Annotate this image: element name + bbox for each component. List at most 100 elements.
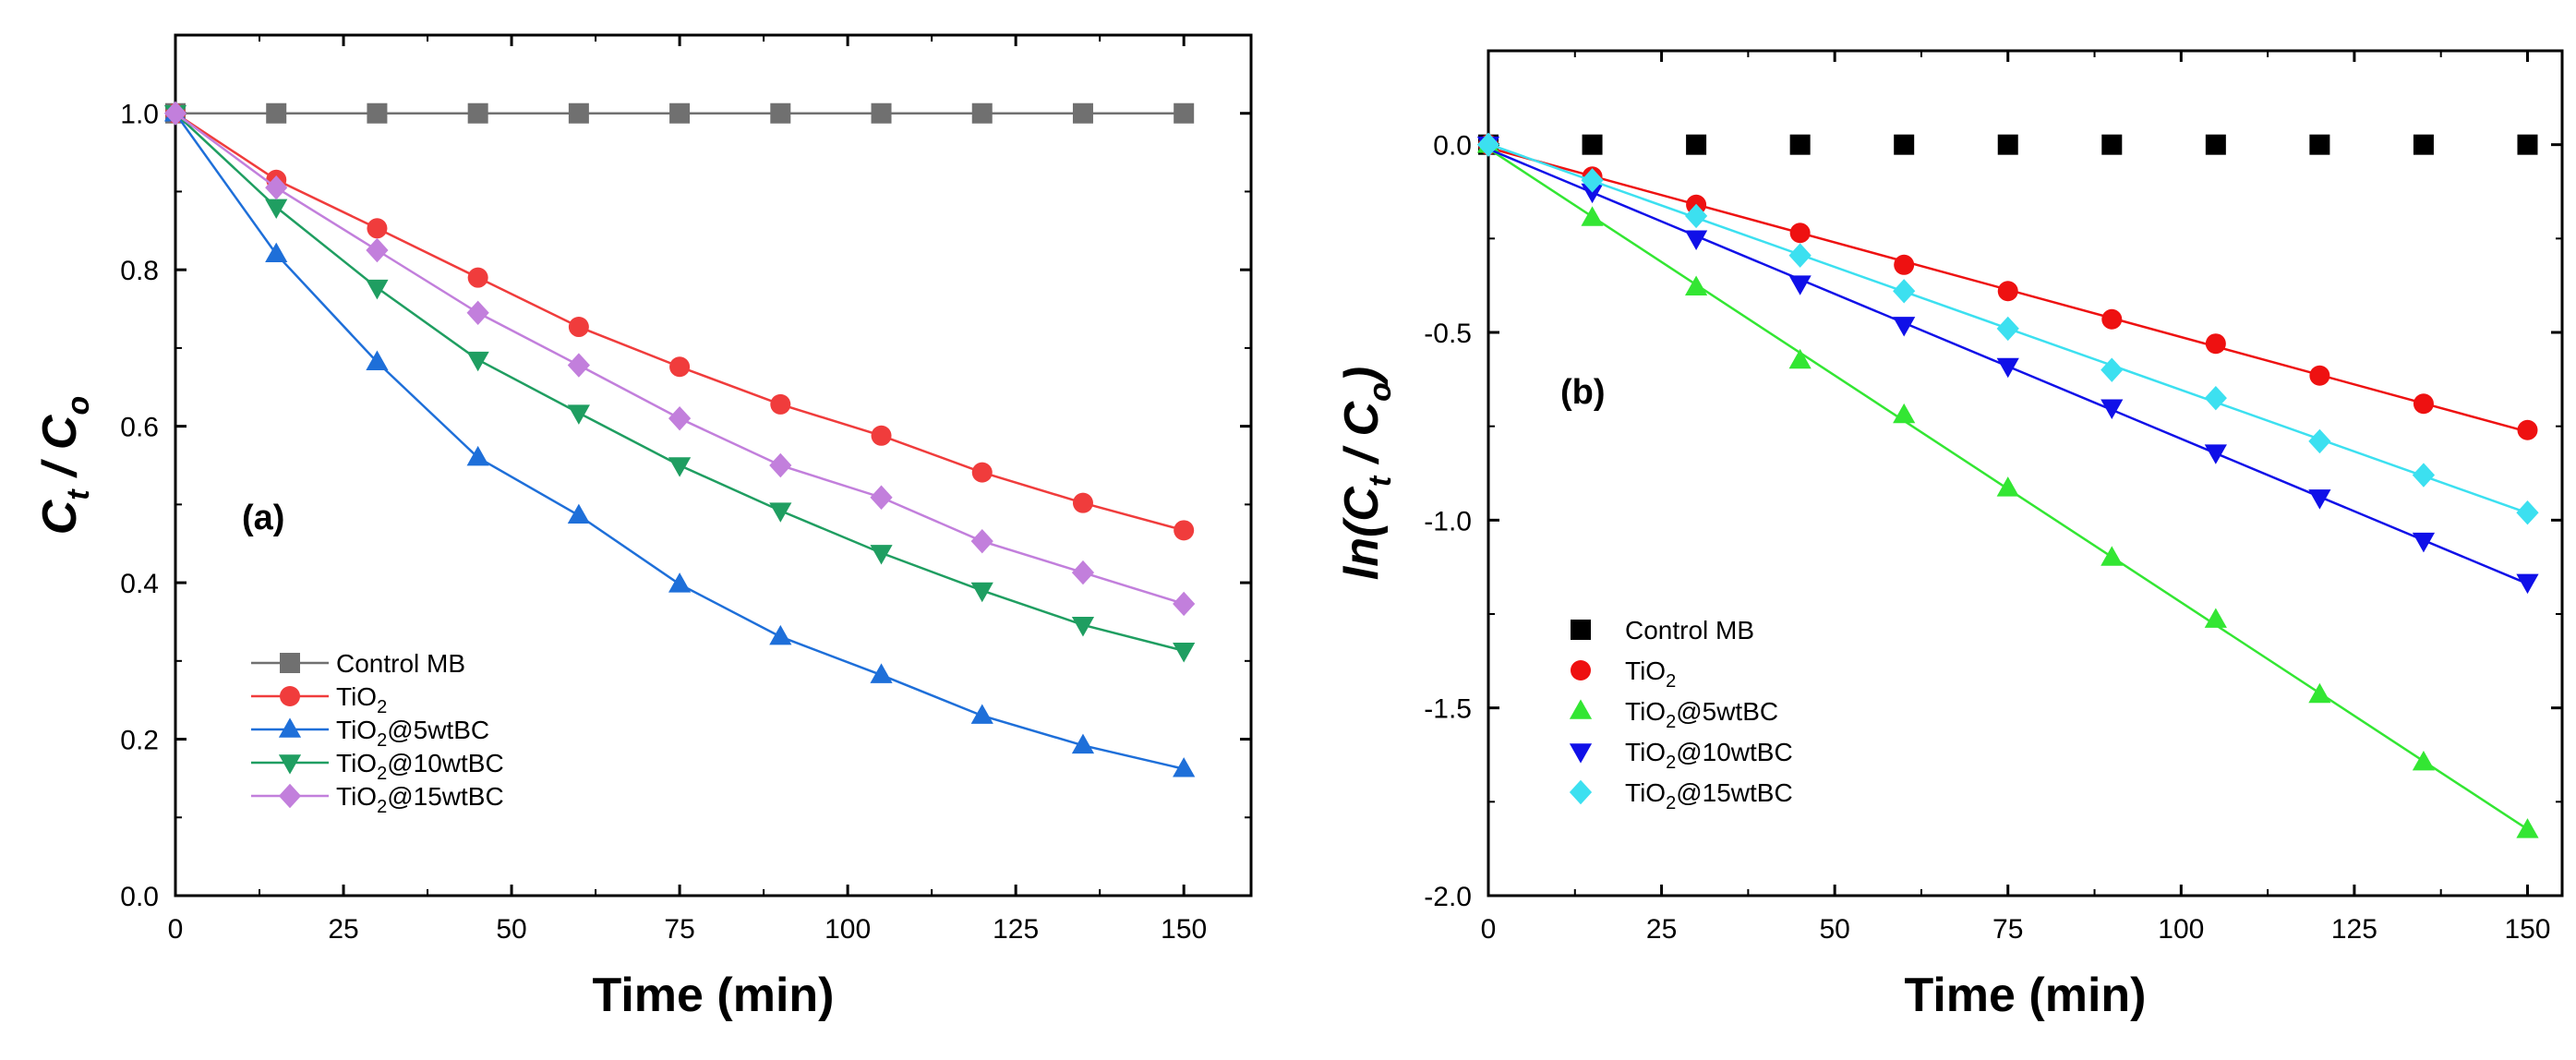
x-axis-title: Time (min) [1905, 969, 2147, 1022]
legend-label: TiO2 [336, 682, 387, 717]
data-point [971, 462, 993, 483]
y-tick-label: 0.6 [120, 413, 159, 443]
legend-item: TiO2@10wtBC [1569, 738, 1793, 773]
data-point [870, 545, 893, 565]
data-point [668, 457, 692, 477]
data-point [2204, 444, 2227, 464]
x-tick-label: 50 [496, 914, 526, 945]
x-axis-title: Time (min) [593, 969, 835, 1022]
legend-item: TiO2 [251, 682, 387, 717]
legend-item: TiO2 [1571, 656, 1676, 692]
legend-marker [1569, 779, 1593, 805]
legend-marker [1571, 660, 1591, 681]
data-point [265, 175, 288, 200]
data-point [669, 102, 691, 124]
legend-marker [278, 783, 302, 809]
data-point [2101, 546, 2124, 566]
y-tick-label: 0.8 [120, 256, 159, 286]
legend-marker [280, 686, 300, 706]
data-point [1582, 134, 1603, 155]
data-point [2516, 500, 2539, 525]
data-point [1789, 223, 1811, 244]
data-point [567, 353, 590, 378]
data-point [1173, 643, 1196, 663]
data-point [970, 528, 993, 554]
data-point [871, 425, 892, 446]
legend-label: TiO2@5wtBC [1625, 697, 1778, 732]
data-point [2101, 399, 2124, 419]
data-point [366, 350, 389, 370]
data-point [2516, 573, 2539, 595]
data-point [668, 405, 692, 431]
data-point [668, 572, 692, 593]
data-point [466, 351, 489, 372]
panel-b: 0 25 50 75 100 125 150 0.0 -0.5 -1.0 -1.5 -2.0 Time … [1335, 49, 2564, 1022]
legend-marker [1569, 699, 1593, 719]
data-point [567, 503, 590, 524]
x-tick-label: 0 [1481, 914, 1497, 945]
legend-label: TiO2@15wtBC [336, 782, 504, 817]
data-point [1173, 757, 1196, 777]
data-point [2308, 489, 2331, 510]
data-point [2413, 393, 2434, 415]
series-control-mb [165, 102, 1195, 124]
series-tio2-10wtbc [1476, 136, 2539, 595]
data-point [1072, 102, 1093, 124]
legend-item: TiO2@15wtBC [1569, 778, 1793, 813]
x-tick-label: 125 [993, 914, 1039, 945]
data-point [1686, 134, 1707, 155]
series-tio2-15wtbc [1476, 132, 2539, 525]
data-point [2413, 134, 2434, 155]
data-point [2309, 365, 2330, 386]
data-point [366, 237, 389, 263]
data-point [366, 279, 389, 300]
x-tick-label: 75 [664, 914, 694, 945]
data-point [1581, 168, 1604, 193]
series-line [174, 112, 1185, 770]
y-tick-label: 1.0 [120, 100, 159, 130]
x-tick-label: 75 [1992, 914, 2023, 945]
data-point [466, 300, 489, 325]
panel-label: (a) [242, 499, 284, 537]
data-point [870, 485, 893, 510]
data-point [2412, 532, 2436, 553]
data-point [1894, 254, 1915, 275]
y-tick-label: 0.0 [120, 882, 159, 912]
data-point [466, 445, 489, 466]
data-point [265, 199, 288, 220]
data-point [2101, 308, 2123, 330]
legend-label: TiO2@10wtBC [1625, 738, 1793, 773]
data-point [970, 582, 993, 603]
data-point [265, 242, 288, 263]
data-point [1789, 134, 1811, 155]
legend: Control MB TiO2 TiO2@5wtBC TiO2@10wtBC TiO2@… [1569, 616, 1793, 813]
legend-item: TiO2@5wtBC [251, 716, 489, 751]
data-point [1894, 134, 1915, 155]
legend-item: TiO2@5wtBC [1569, 697, 1778, 732]
y-axis-title: Ct / Co [33, 396, 96, 536]
data-point [970, 704, 993, 724]
data-point [1788, 243, 1812, 268]
data-point [669, 356, 691, 378]
x-tick-label: 150 [1161, 914, 1207, 945]
legend-item: TiO2@10wtBC [251, 749, 504, 784]
legend-marker [1569, 743, 1593, 764]
data-point [1684, 275, 1708, 295]
data-point [1893, 279, 1916, 304]
data-point [971, 102, 993, 124]
data-point [1476, 132, 1500, 157]
data-point [769, 624, 792, 645]
x-tick-label: 25 [1646, 914, 1677, 945]
data-point [163, 101, 187, 126]
y-tick-label: -1.0 [1424, 506, 1472, 536]
panel-a: 0 25 50 75 100 125 150 0.0 0.2 0.4 0.6 0.8 1.0 Time (… [33, 33, 1253, 1022]
x-tick-label: 125 [2331, 914, 2377, 945]
legend-label: Control MB [336, 649, 465, 678]
legend-marker [278, 717, 302, 738]
y-tick-label: -2.0 [1424, 882, 1472, 912]
data-point [1174, 520, 1195, 541]
data-point [1996, 357, 2019, 379]
legend-label: TiO2@10wtBC [336, 749, 504, 784]
data-point [1996, 476, 2019, 497]
data-point [770, 102, 791, 124]
